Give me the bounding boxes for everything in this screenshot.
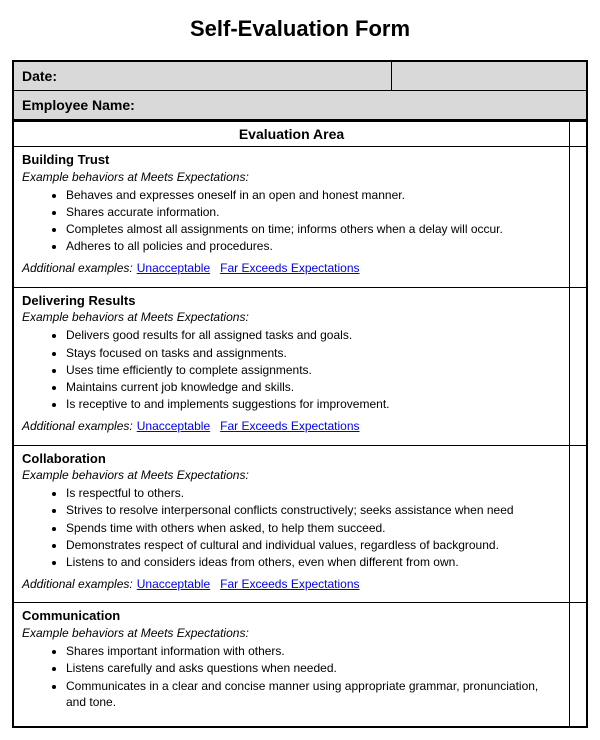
section-spacer	[570, 147, 588, 288]
behavior-list: Is respectful to others.Strives to resol…	[22, 485, 561, 570]
additional-examples: Additional examples: Unacceptable Far Exce…	[22, 576, 561, 592]
section-spacer	[570, 445, 588, 603]
behavior-item: Spends time with others when asked, to h…	[66, 520, 561, 536]
evaluation-area-table: Evaluation Area Building TrustExample be…	[12, 121, 588, 728]
unacceptable-link[interactable]: Unacceptable	[137, 577, 210, 591]
additional-examples: Additional examples: Unacceptable Far Exce…	[22, 418, 561, 434]
date-value-cell[interactable]	[392, 61, 587, 91]
behavior-item: Communicates in a clear and concise mann…	[66, 678, 561, 710]
section-spacer	[570, 287, 588, 445]
additional-examples-label: Additional examples:	[22, 261, 133, 275]
section-subheading: Example behaviors at Meets Expectations:	[22, 309, 561, 325]
section-content: CollaborationExample behaviors at Meets …	[13, 445, 570, 603]
section-content: CommunicationExample behaviors at Meets …	[13, 603, 570, 727]
behavior-item: Adheres to all policies and procedures.	[66, 238, 561, 254]
section-title: Collaboration	[22, 450, 561, 468]
behavior-list: Delivers good results for all assigned t…	[22, 327, 561, 412]
employee-name-label: Employee Name:	[13, 91, 587, 121]
eval-area-header-spacer	[570, 122, 588, 147]
eval-area-header: Evaluation Area	[13, 122, 570, 147]
additional-examples: Additional examples: Unacceptable Far Exce…	[22, 260, 561, 276]
behavior-item: Maintains current job knowledge and skil…	[66, 379, 561, 395]
behavior-item: Demonstrates respect of cultural and ind…	[66, 537, 561, 553]
far-exceeds-link[interactable]: Far Exceeds Expectations	[220, 261, 359, 275]
unacceptable-link[interactable]: Unacceptable	[137, 261, 210, 275]
behavior-item: Uses time efficiently to complete assign…	[66, 362, 561, 378]
behavior-item: Is receptive to and implements suggestio…	[66, 396, 561, 412]
far-exceeds-link[interactable]: Far Exceeds Expectations	[220, 577, 359, 591]
section-content: Building TrustExample behaviors at Meets…	[13, 147, 570, 288]
evaluation-section: CommunicationExample behaviors at Meets …	[13, 603, 587, 727]
eval-area-header-row: Evaluation Area	[13, 122, 587, 147]
date-row: Date:	[13, 61, 587, 91]
behavior-item: Is respectful to others.	[66, 485, 561, 501]
additional-examples-label: Additional examples:	[22, 577, 133, 591]
section-title: Building Trust	[22, 151, 561, 169]
behavior-item: Behaves and expresses oneself in an open…	[66, 187, 561, 203]
additional-examples-label: Additional examples:	[22, 419, 133, 433]
evaluation-section: CollaborationExample behaviors at Meets …	[13, 445, 587, 603]
behavior-item: Stays focused on tasks and assignments.	[66, 345, 561, 361]
section-subheading: Example behaviors at Meets Expectations:	[22, 169, 561, 185]
date-label: Date:	[13, 61, 392, 91]
section-subheading: Example behaviors at Meets Expectations:	[22, 625, 561, 641]
unacceptable-link[interactable]: Unacceptable	[137, 419, 210, 433]
evaluation-section: Delivering ResultsExample behaviors at M…	[13, 287, 587, 445]
far-exceeds-link[interactable]: Far Exceeds Expectations	[220, 419, 359, 433]
section-title: Delivering Results	[22, 292, 561, 310]
behavior-item: Listens carefully and asks questions whe…	[66, 660, 561, 676]
evaluation-form-table: Date: Employee Name:	[12, 60, 588, 121]
employee-row: Employee Name:	[13, 91, 587, 121]
section-content: Delivering ResultsExample behaviors at M…	[13, 287, 570, 445]
section-title: Communication	[22, 607, 561, 625]
section-spacer	[570, 603, 588, 727]
evaluation-section: Building TrustExample behaviors at Meets…	[13, 147, 587, 288]
page-title: Self-Evaluation Form	[12, 16, 588, 42]
behavior-list: Shares important information with others…	[22, 643, 561, 710]
behavior-item: Shares important information with others…	[66, 643, 561, 659]
behavior-item: Strives to resolve interpersonal conflic…	[66, 502, 561, 518]
behavior-item: Completes almost all assignments on time…	[66, 221, 561, 237]
behavior-list: Behaves and expresses oneself in an open…	[22, 187, 561, 255]
section-subheading: Example behaviors at Meets Expectations:	[22, 467, 561, 483]
behavior-item: Shares accurate information.	[66, 204, 561, 220]
behavior-item: Listens to and considers ideas from othe…	[66, 554, 561, 570]
behavior-item: Delivers good results for all assigned t…	[66, 327, 561, 343]
